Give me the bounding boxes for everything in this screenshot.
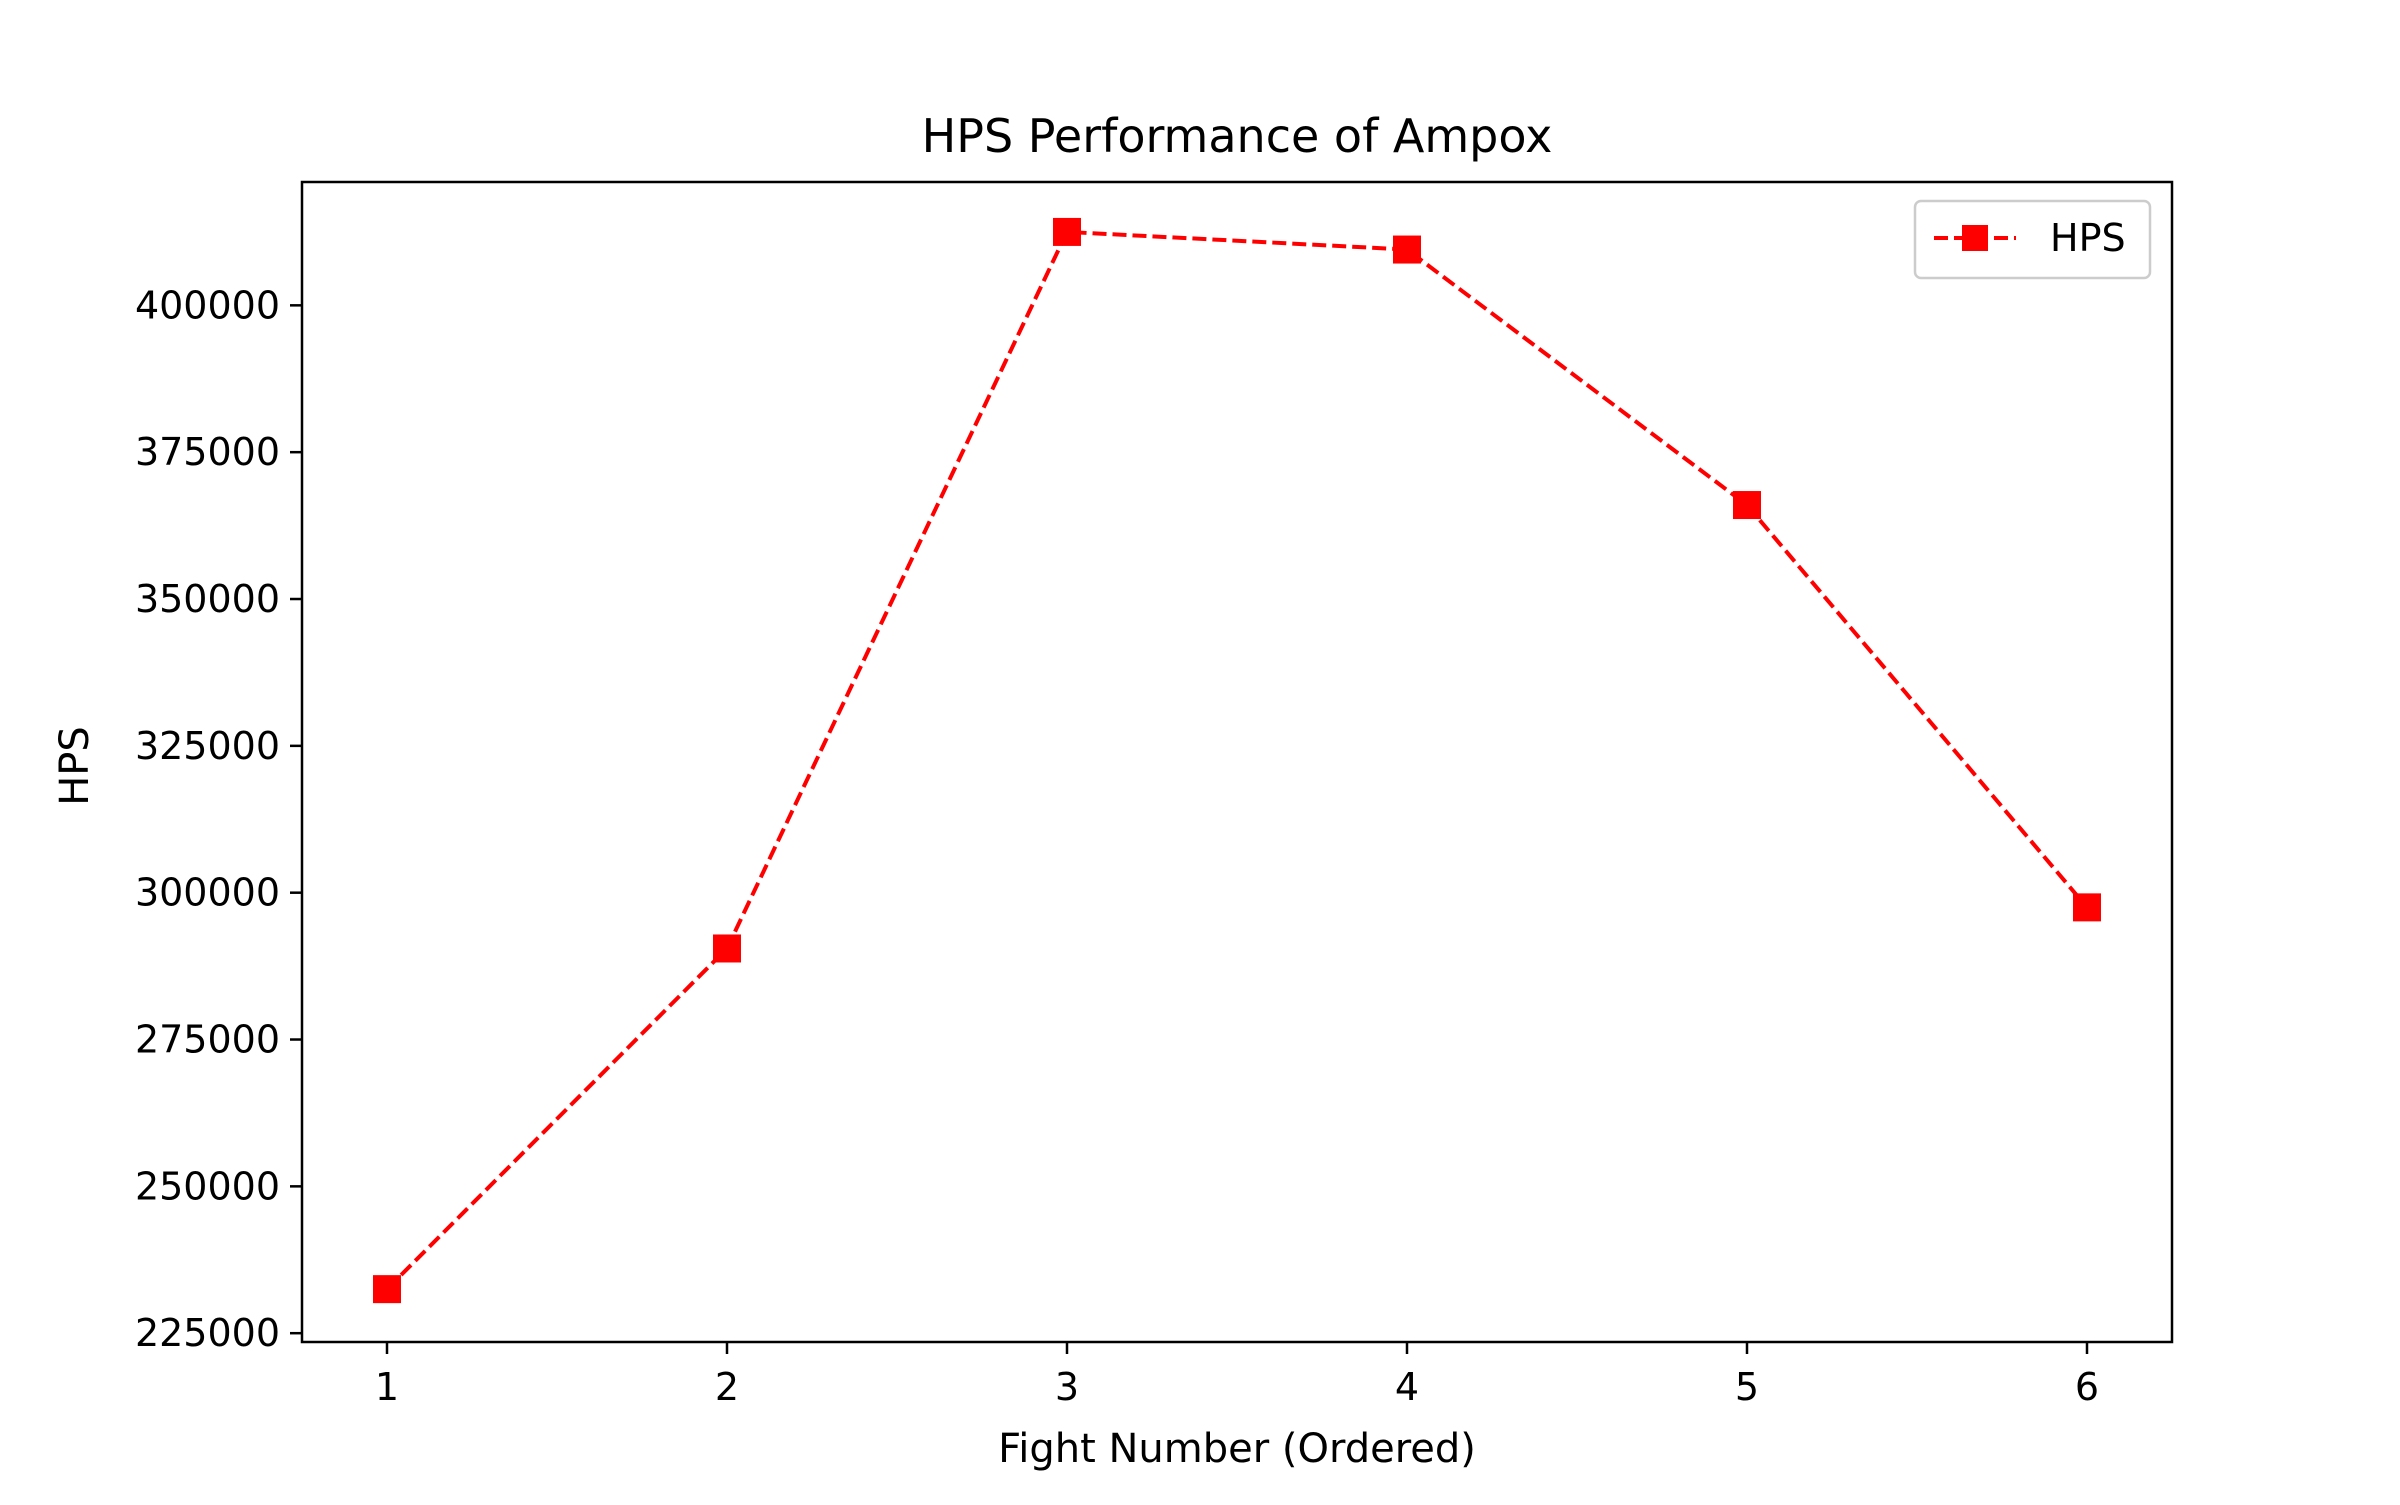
x-tick-label: 1	[375, 1365, 399, 1409]
data-point-marker	[1393, 235, 1421, 264]
x-axis-label: Fight Number (Ordered)	[998, 1426, 1476, 1472]
y-tick-label: 375000	[135, 430, 280, 474]
series-line	[385, 229, 2089, 1291]
y-tick-label: 275000	[135, 1018, 280, 1062]
data-point-marker	[373, 1275, 401, 1304]
legend: HPS	[1913, 199, 2152, 280]
data-point-marker	[2073, 893, 2101, 922]
series-layer	[373, 217, 2101, 1304]
y-tick-label: 250000	[135, 1164, 280, 1208]
chart-title: HPS Performance of Ampox	[922, 109, 1553, 163]
data-point-marker	[1053, 217, 1081, 246]
data-point-marker	[1733, 491, 1761, 520]
x-tick-label: 2	[715, 1365, 739, 1409]
y-axis-label: HPS	[52, 726, 98, 806]
x-tick-label: 5	[1735, 1365, 1759, 1409]
x-tick-label: 6	[2075, 1365, 2099, 1409]
y-tick-label: 300000	[135, 871, 280, 915]
legend-box	[1913, 199, 2152, 280]
plot-frame	[300, 180, 2174, 1344]
y-tick-label: 350000	[135, 577, 280, 621]
legend-label: HPS	[2050, 216, 2126, 260]
y-tick-label: 325000	[135, 724, 280, 768]
legend-marker-square	[1962, 225, 1988, 251]
axis-ticks: 1 2 3 4 5 6 225000 250000 275000 300000 325000 3500…	[135, 283, 2099, 1409]
y-tick-label: 400000	[135, 283, 280, 327]
data-point-marker	[713, 934, 741, 963]
x-tick-label: 4	[1395, 1365, 1419, 1409]
y-tick-label: 225000	[135, 1311, 280, 1355]
x-tick-label: 3	[1055, 1365, 1079, 1409]
